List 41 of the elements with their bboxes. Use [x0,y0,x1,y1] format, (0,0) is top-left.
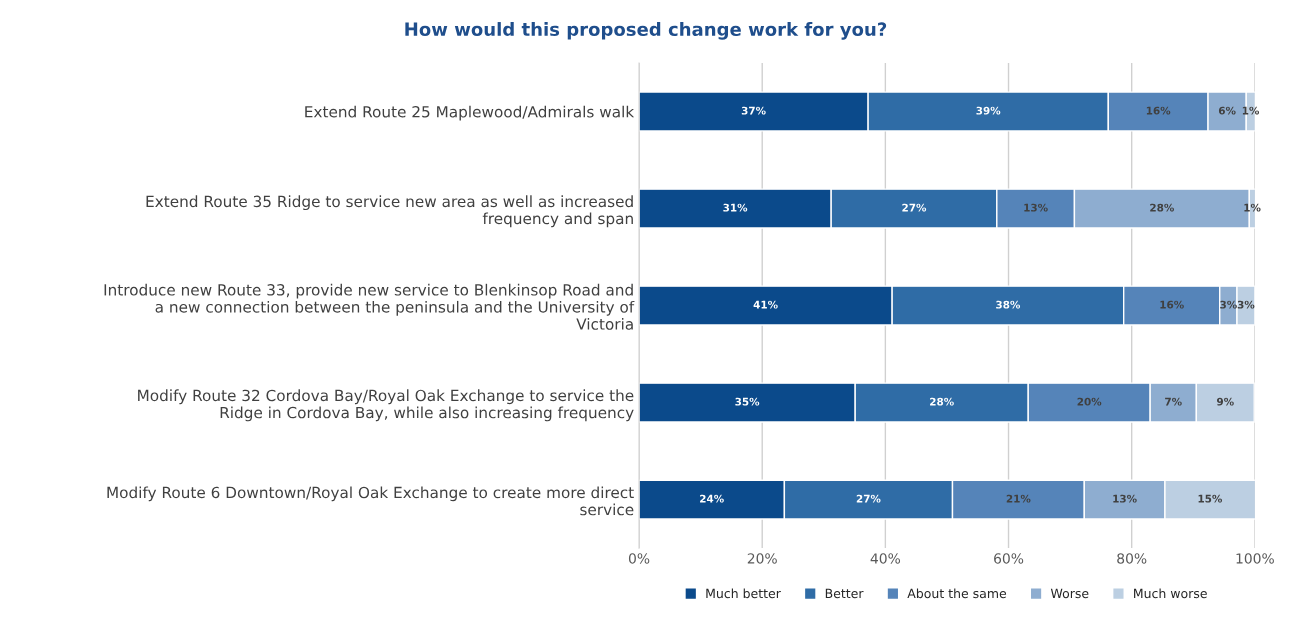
data-label: 21% [1006,494,1031,503]
x-tick-label: 40% [870,553,901,564]
y-tick-label: Extend Route 35 Ridge to service new area as well as increased frequency and span [146,195,633,228]
data-label: 27% [856,494,881,503]
data-label: 35% [735,397,760,406]
y-tick-label: Modify Route 32 Cordova Bay/Royal Oak Exchange to service the Ridge in Cordova Bay, while also increasing frequency [138,389,634,422]
data-label: 13% [1113,494,1137,503]
legend-label: Worse [1050,588,1089,599]
data-label: 39% [976,106,1001,115]
data-label: 28% [1150,203,1174,212]
data-label: 31% [723,203,748,212]
x-tick-label: 60% [994,553,1024,564]
data-label: 41% [753,300,778,309]
legend-label: Much worse [1134,588,1207,599]
data-label: 24% [700,494,724,503]
y-tick-label: Modify Route 6 Downtown/Royal Oak Exchange to create more direct service [107,486,634,516]
data-label: 9% [1216,397,1234,406]
data-label: 1% [1242,106,1260,115]
y-tick-label: Introduce new Route 33, provide new service to Blenkinsop Road and a new connection between the peninsula and the University of Victoria [104,283,635,330]
x-tick-label: 100% [1236,553,1274,564]
data-label: 28% [930,397,954,406]
x-tick-label: 80% [1117,553,1147,564]
data-label: 37% [741,106,766,115]
legend-label: Better [825,588,864,599]
chart-title: How would this proposed change work for you? [405,22,887,40]
data-label: 1% [1244,203,1261,212]
data-label: 38% [996,300,1021,309]
data-label: 16% [1160,300,1184,309]
legend-label: About the same [907,588,1007,599]
data-label: 20% [1077,397,1102,406]
data-label: 6% [1218,106,1236,115]
data-label: 15% [1198,494,1223,503]
x-tick-label: 0% [628,553,650,564]
data-label: 16% [1146,106,1171,115]
x-tick-label: 20% [747,553,777,564]
data-label: 13% [1024,203,1048,212]
legend-label: Much better [706,588,781,599]
data-label: 7% [1165,397,1182,406]
data-label: 27% [902,203,927,212]
y-tick-label: Extend Route 25 Maplewood/Admirals walk [305,105,635,121]
data-label: 3% [1237,300,1255,309]
